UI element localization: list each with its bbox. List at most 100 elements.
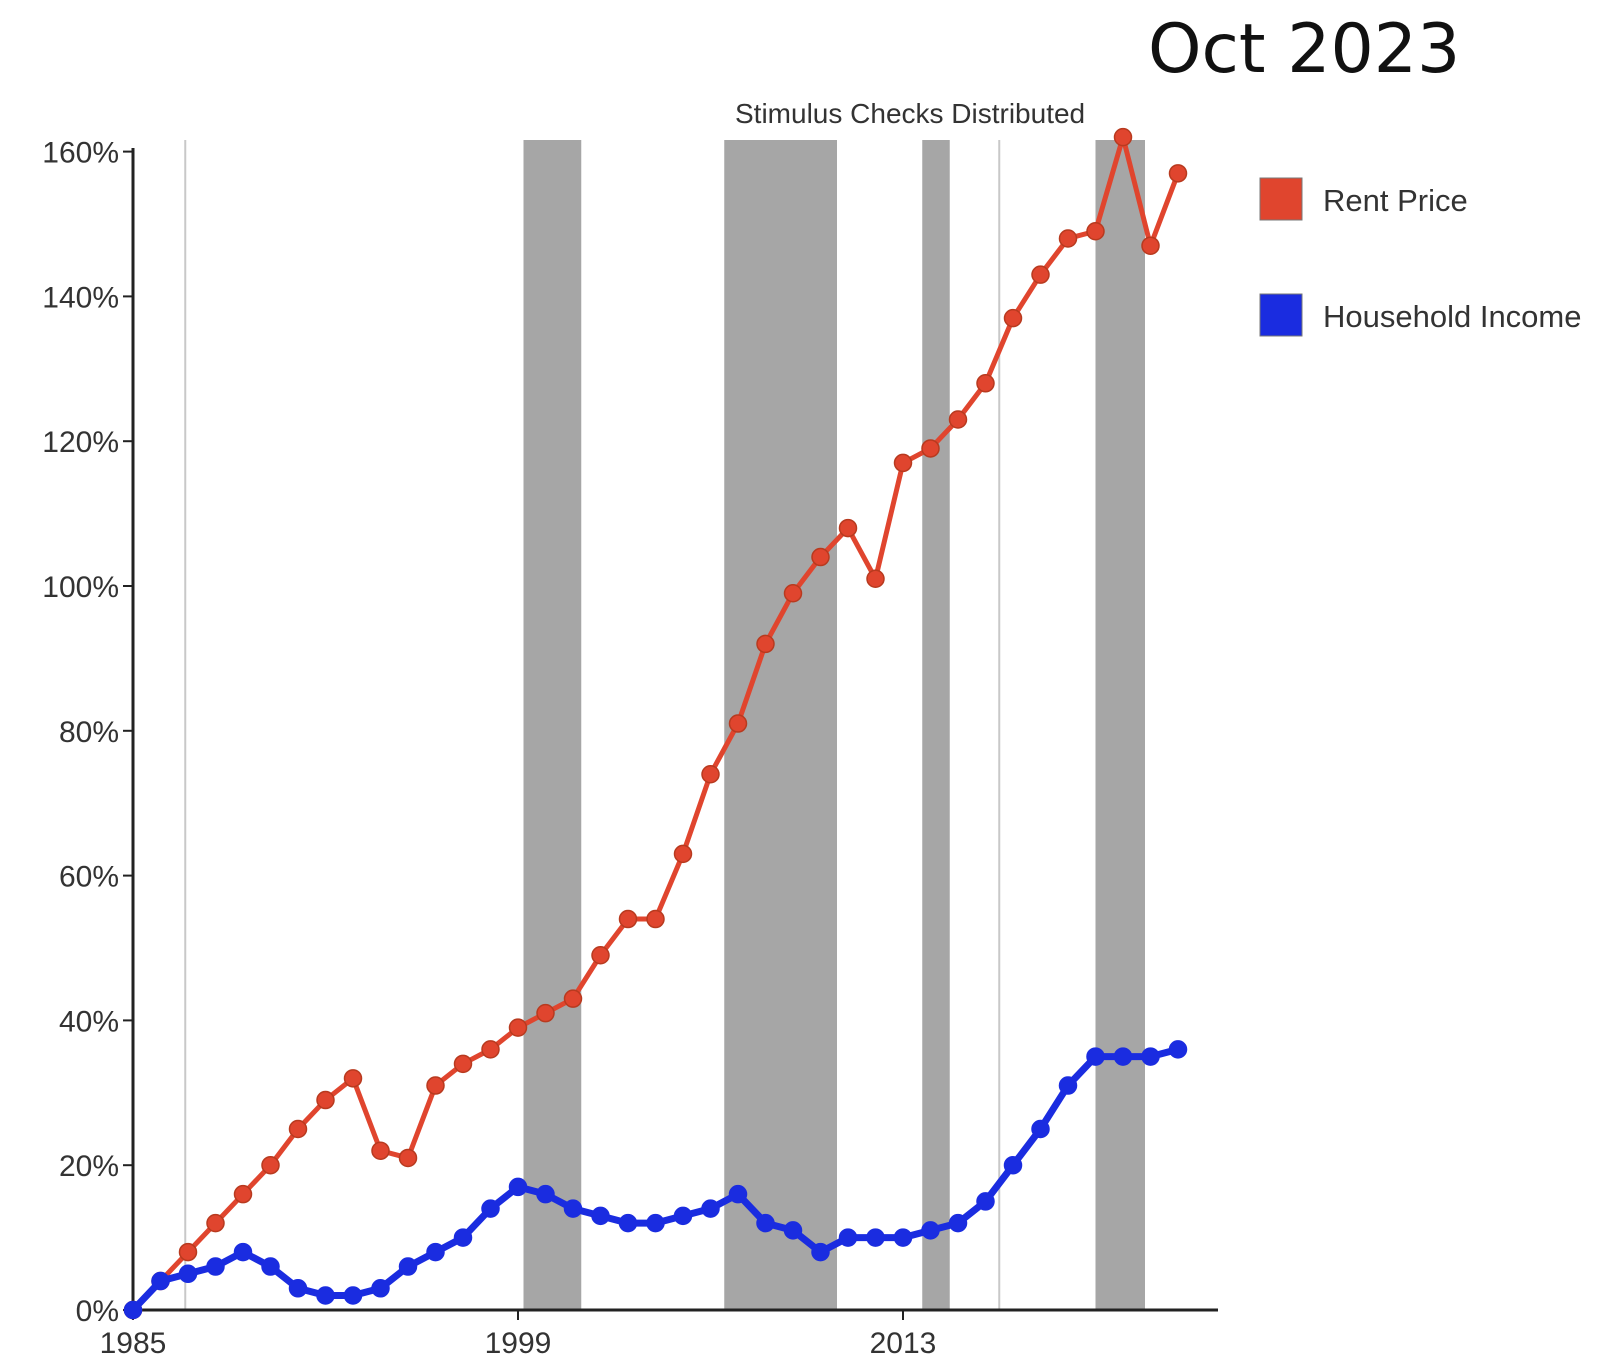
shaded-periods bbox=[184, 140, 1145, 1310]
data-point bbox=[1113, 127, 1133, 147]
data-point bbox=[536, 1003, 555, 1023]
data-point bbox=[371, 1141, 390, 1160]
data-point bbox=[536, 1184, 555, 1204]
data-point bbox=[151, 1271, 170, 1291]
data-point bbox=[701, 1199, 720, 1218]
shaded-period bbox=[922, 140, 950, 1310]
y-tick-label: 160% bbox=[42, 137, 119, 170]
data-point bbox=[233, 1242, 253, 1262]
data-point bbox=[1031, 1119, 1050, 1139]
y-tick-label: 40% bbox=[59, 1005, 119, 1038]
data-point bbox=[288, 1119, 308, 1139]
data-point bbox=[481, 1199, 500, 1218]
axes: 0% 20% 40% 60% 80% 100% 120% 140% 160% 1985 1999 20… bbox=[42, 137, 1218, 1360]
data-point bbox=[976, 374, 995, 393]
data-point bbox=[233, 1184, 253, 1204]
data-point bbox=[288, 1279, 308, 1298]
y-tick-label: 140% bbox=[42, 281, 119, 314]
data-point bbox=[756, 634, 775, 654]
data-point bbox=[398, 1148, 418, 1168]
data-point bbox=[1003, 308, 1023, 328]
data-point bbox=[673, 844, 693, 864]
data-point bbox=[618, 1213, 638, 1233]
data-point bbox=[838, 518, 858, 538]
data-point bbox=[1168, 164, 1188, 183]
data-point bbox=[261, 1155, 280, 1175]
data-point bbox=[591, 945, 610, 965]
y-tick-label: 0% bbox=[76, 1295, 119, 1328]
data-point bbox=[481, 1040, 500, 1059]
x-tick-label: 1985 bbox=[100, 1327, 167, 1360]
shaded-period bbox=[523, 140, 582, 1310]
data-point bbox=[866, 1228, 885, 1247]
data-point bbox=[976, 1192, 995, 1211]
data-point bbox=[701, 764, 720, 784]
data-point bbox=[178, 1242, 198, 1262]
data-point bbox=[811, 1242, 830, 1262]
legend-label: Household Income bbox=[1323, 299, 1582, 334]
data-point bbox=[618, 909, 638, 929]
data-point bbox=[123, 1300, 143, 1320]
data-point bbox=[728, 714, 748, 733]
data-point bbox=[563, 1199, 583, 1218]
y-tick-label: 80% bbox=[59, 716, 119, 749]
data-point bbox=[783, 583, 803, 603]
y-tick-label: 120% bbox=[42, 426, 119, 459]
data-point bbox=[1086, 1047, 1105, 1066]
data-point bbox=[508, 1177, 528, 1197]
legend: Rent Price Household Income bbox=[1259, 177, 1582, 337]
data-point bbox=[508, 1018, 528, 1037]
data-point bbox=[426, 1076, 445, 1095]
data-point bbox=[838, 1228, 858, 1247]
data-point bbox=[371, 1279, 390, 1298]
data-point bbox=[453, 1228, 473, 1247]
legend-swatch bbox=[1259, 177, 1303, 221]
data-point bbox=[893, 453, 913, 473]
data-point bbox=[316, 1286, 335, 1305]
data-point bbox=[1168, 1040, 1188, 1059]
data-point bbox=[1058, 229, 1078, 248]
y-tick-label: 20% bbox=[59, 1150, 119, 1183]
data-point bbox=[1086, 221, 1105, 241]
data-point bbox=[426, 1242, 445, 1262]
data-point bbox=[1031, 265, 1050, 284]
legend-label: Rent Price bbox=[1323, 183, 1468, 218]
data-point bbox=[398, 1257, 418, 1276]
series-line bbox=[130, 134, 1181, 1313]
data-point bbox=[783, 1221, 803, 1240]
data-point bbox=[673, 1206, 693, 1226]
data-point bbox=[811, 547, 830, 567]
data-point bbox=[343, 1286, 363, 1305]
series bbox=[123, 127, 1188, 1320]
x-tick-label: 2013 bbox=[870, 1327, 937, 1360]
data-point bbox=[948, 410, 968, 429]
y-tick-label: 60% bbox=[59, 861, 119, 894]
data-point bbox=[261, 1257, 280, 1276]
data-point bbox=[343, 1069, 363, 1088]
data-point bbox=[1113, 1047, 1133, 1066]
data-point bbox=[921, 439, 940, 458]
series-line bbox=[129, 1045, 1182, 1314]
data-point bbox=[921, 1221, 940, 1240]
data-point bbox=[1058, 1076, 1078, 1095]
data-point bbox=[1141, 1047, 1160, 1066]
shaded-period bbox=[1095, 140, 1145, 1310]
period-label: Oct 2023 bbox=[1148, 10, 1460, 89]
data-point bbox=[591, 1206, 610, 1226]
data-point bbox=[178, 1264, 198, 1284]
data-point bbox=[948, 1213, 968, 1233]
data-point bbox=[646, 1213, 665, 1233]
data-point bbox=[206, 1213, 225, 1233]
data-point bbox=[1141, 236, 1160, 255]
data-point bbox=[893, 1228, 913, 1247]
data-point bbox=[316, 1090, 335, 1110]
x-tick-label: 1999 bbox=[485, 1327, 552, 1360]
data-point bbox=[563, 989, 583, 1008]
data-point bbox=[756, 1213, 775, 1233]
y-tick-label: 100% bbox=[42, 571, 119, 604]
data-point bbox=[866, 569, 885, 589]
data-point bbox=[206, 1257, 225, 1276]
legend-swatch bbox=[1259, 293, 1303, 337]
stimulus-annotation: Stimulus Checks Distributed bbox=[735, 98, 1085, 129]
